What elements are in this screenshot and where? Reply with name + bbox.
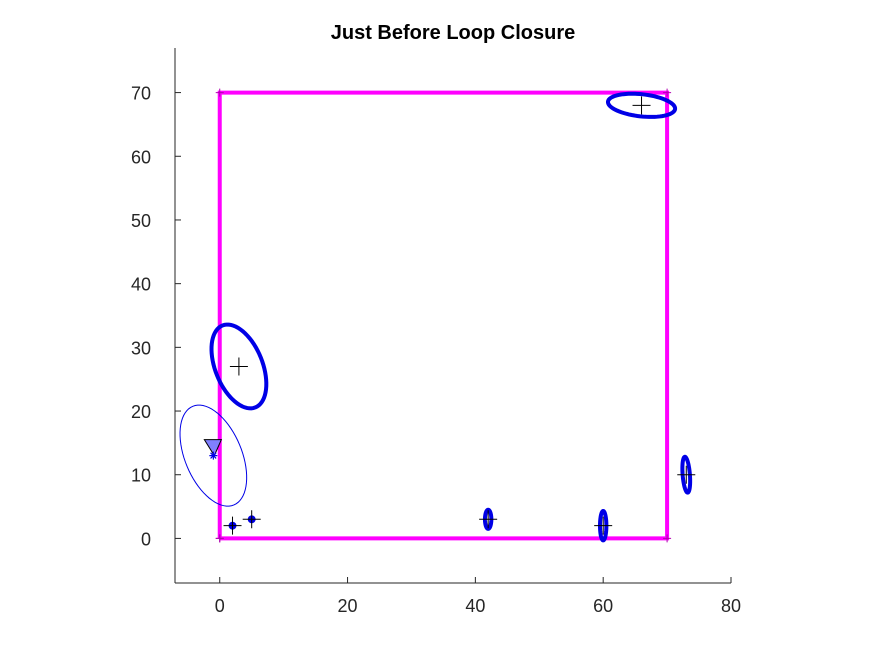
plot-area (179, 88, 696, 543)
landmark-marker (242, 510, 261, 529)
landmark-marker (479, 510, 498, 529)
x-tick-label: 40 (465, 596, 485, 616)
trajectory-vertex (663, 88, 672, 97)
y-tick-label: 50 (131, 211, 151, 231)
robot-pose-triangle (203, 439, 223, 457)
chart-title: Just Before Loop Closure (331, 22, 575, 44)
y-tick-label: 60 (131, 147, 151, 167)
landmark-marker (223, 516, 242, 535)
x-tick-label: 20 (338, 596, 358, 616)
landmark-marker (632, 96, 651, 115)
y-tick-label: 10 (131, 466, 151, 486)
landmark-marker (229, 357, 248, 376)
landmark-marker (677, 465, 696, 484)
y-tick-label: 40 (131, 275, 151, 295)
trajectory-vertex (215, 88, 224, 97)
x-tick-label: 0 (215, 596, 225, 616)
landmark-ellipse (482, 507, 494, 531)
x-tick-label: 80 (721, 596, 741, 616)
trajectory-line (217, 90, 670, 541)
x-axis: 0 20 40 60 80 (175, 577, 741, 616)
landmark-ellipse (597, 508, 609, 543)
y-axis: 0 10 20 30 40 50 60 70 (131, 48, 181, 583)
trajectory-vertex (663, 534, 672, 543)
landmark-ellipse (605, 91, 678, 119)
robot-ellipse (179, 404, 248, 507)
y-tick-label: 0 (141, 529, 151, 549)
y-tick-label: 30 (131, 338, 151, 358)
y-tick-label: 70 (131, 84, 151, 104)
landmark-marker (594, 516, 613, 535)
y-tick-label: 20 (131, 402, 151, 422)
landmark-ellipse (209, 322, 269, 411)
x-tick-label: 60 (593, 596, 613, 616)
robot-position-marker (209, 451, 218, 460)
landmark-ellipse (680, 454, 693, 495)
trajectory-vertex (215, 534, 224, 543)
